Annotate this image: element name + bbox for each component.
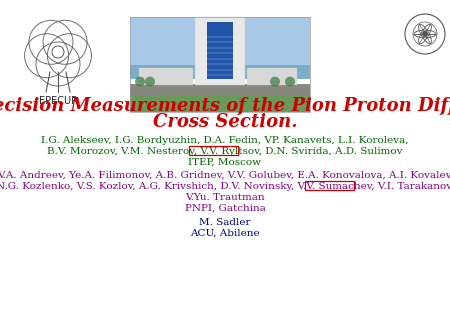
Bar [139,68,193,85]
Text: ITEP, Moscow: ITEP, Moscow [189,158,261,167]
Text: EPECUR: EPECUR [39,96,77,106]
Circle shape [145,77,155,87]
Text: N.G. Kozlenko, V.S. Kozlov, A.G. Krivshich, D.V. Novinsky, V.V. Sumachev, V.I. T: N.G. Kozlenko, V.S. Kozlov, A.G. Krivshi… [0,182,450,191]
Circle shape [135,77,145,87]
Bar [130,93,310,112]
Text: ACU, Abilene: ACU, Abilene [190,229,260,238]
Circle shape [422,31,428,37]
Bar [247,68,297,85]
Text: I.G. Alekseev, I.G. Bordyuzhin, D.A. Fedin, VP. Kanavets, L.I. Koroleva,: I.G. Alekseev, I.G. Bordyuzhin, D.A. Fed… [41,136,409,145]
Bar [130,84,310,95]
Text: B.V. Morozov, V.M. Nesterov, V.V. Ryltsov, D.N. Svirida, A.D. Sulimov: B.V. Morozov, V.M. Nesterov, V.V. Ryltso… [47,147,403,156]
Circle shape [270,77,280,87]
Circle shape [285,77,295,87]
Text: PNPI, Gatchina: PNPI, Gatchina [184,204,266,213]
Text: High Precision Measurements of the Pion Proton Differential: High Precision Measurements of the Pion … [0,97,450,115]
Bar [130,17,310,112]
Bar [130,65,310,79]
Bar [207,22,233,79]
Bar [130,17,310,69]
Text: Cross Section.: Cross Section. [153,113,297,131]
Text: M. Sadler: M. Sadler [199,218,251,227]
Bar [195,17,245,85]
Text: V.Yu. Trautman: V.Yu. Trautman [185,193,265,202]
Text: V.A. Andreev, Ye.A. Filimonov, A.B. Gridnev, V.V. Golubev, E.A. Konovalova, A.I.: V.A. Andreev, Ye.A. Filimonov, A.B. Grid… [0,171,450,180]
